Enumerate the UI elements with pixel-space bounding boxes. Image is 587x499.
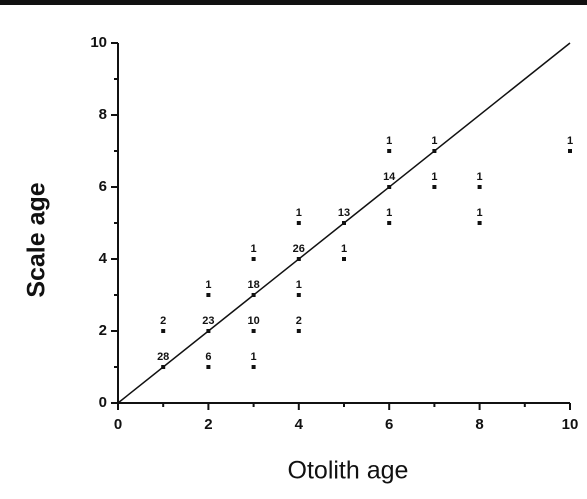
- top-rule: [0, 0, 587, 5]
- count-label: 1: [477, 207, 483, 219]
- point: [477, 221, 482, 225]
- point: [387, 149, 392, 153]
- count-label: 10: [247, 315, 259, 327]
- point: [206, 329, 211, 333]
- point: [432, 149, 437, 153]
- point: [161, 329, 166, 333]
- point: [251, 293, 256, 297]
- count-label: 18: [247, 279, 259, 291]
- point: [568, 149, 572, 153]
- point: [251, 257, 256, 261]
- count-label: 1: [205, 279, 211, 291]
- point: [296, 329, 301, 333]
- y-tick-label: 2: [99, 322, 107, 339]
- x-tick-label: 10: [562, 416, 579, 433]
- count-label: 1: [386, 135, 392, 147]
- y-tick-label: 4: [99, 250, 108, 267]
- count-label: 14: [383, 171, 396, 183]
- count-label: 2: [160, 315, 166, 327]
- point: [342, 221, 346, 225]
- point: [206, 293, 211, 297]
- point: [296, 221, 301, 225]
- point: [251, 329, 256, 333]
- count-label: 1: [341, 243, 347, 255]
- count-label: 1: [477, 171, 483, 183]
- count-label: 1: [251, 351, 257, 363]
- x-tick-label: 6: [385, 416, 393, 433]
- count-label: 13: [338, 207, 350, 219]
- y-tick-label: 0: [99, 394, 107, 411]
- x-tick-label: 8: [475, 416, 483, 433]
- count-label: 1: [251, 243, 257, 255]
- count-label: 23: [202, 315, 214, 327]
- count-label: 2: [296, 315, 302, 327]
- count-label: 1: [431, 135, 437, 147]
- point: [342, 257, 346, 261]
- point: [161, 365, 166, 369]
- count-label: 26: [293, 243, 305, 255]
- count-label: 28: [157, 351, 169, 363]
- point: [387, 185, 392, 189]
- x-tick-label: 0: [114, 416, 122, 433]
- point: [251, 365, 256, 369]
- count-label: 1: [567, 135, 573, 147]
- point: [432, 185, 437, 189]
- count-label: 1: [296, 279, 302, 291]
- point: [296, 293, 301, 297]
- point: [206, 365, 211, 369]
- x-tick-label: 2: [204, 416, 212, 433]
- x-tick-label: 4: [295, 416, 304, 433]
- y-tick-label: 10: [90, 34, 107, 51]
- count-label: 1: [296, 207, 302, 219]
- point: [387, 221, 392, 225]
- count-label: 1: [386, 207, 392, 219]
- count-label: 6: [205, 351, 211, 363]
- y-axis-label: Scale age: [23, 182, 51, 297]
- count-label: 1: [431, 171, 437, 183]
- x-axis-label: Otolith age: [288, 457, 409, 485]
- point: [477, 185, 482, 189]
- y-tick-label: 6: [99, 178, 107, 195]
- y-tick-label: 8: [99, 106, 107, 123]
- point: [296, 257, 301, 261]
